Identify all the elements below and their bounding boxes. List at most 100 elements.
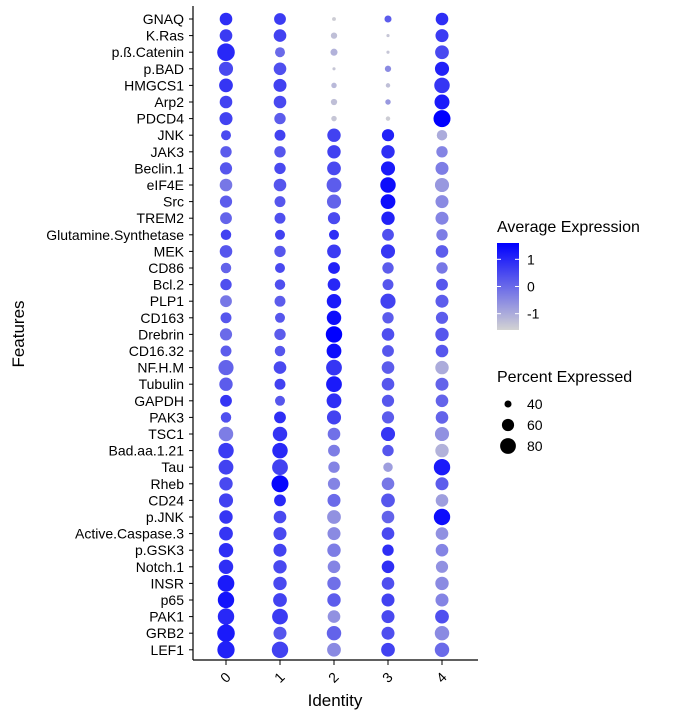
size-legend-title: Percent Expressed (497, 369, 632, 386)
dot-point (381, 361, 395, 374)
dot-point (331, 115, 337, 122)
dot-point (274, 295, 286, 307)
dot-point (220, 312, 232, 324)
dot-point (327, 527, 341, 541)
dot-point (273, 626, 287, 640)
size-legend-dot (501, 418, 515, 432)
dot-point (219, 112, 233, 126)
y-tick-label: K.Ras (146, 28, 184, 44)
dot-point (381, 527, 395, 540)
color-tick-label: -1 (527, 306, 540, 322)
dot-point (274, 212, 286, 224)
dot-point (381, 145, 395, 159)
dot-point (219, 526, 233, 541)
y-tick-label: p.BAD (144, 61, 184, 77)
dot-point (273, 527, 287, 541)
dot-point (436, 229, 448, 241)
dot-point (381, 560, 395, 574)
dot-point (217, 43, 235, 61)
dot-point (331, 82, 337, 89)
dot-point (435, 576, 449, 591)
dot-point (218, 442, 234, 459)
dot-point (274, 146, 286, 158)
dot-point (330, 98, 338, 106)
y-tick-label: CD16.32 (129, 343, 184, 359)
dot-point (382, 312, 394, 324)
dot-point (435, 477, 449, 491)
color-legend: Average Expression 1 0 -1 (497, 219, 640, 330)
dot-point (435, 45, 449, 60)
dot-point (271, 641, 289, 658)
dot-point (328, 461, 340, 473)
dot-point (386, 50, 390, 54)
dot-point (382, 279, 394, 291)
dot-point (436, 146, 448, 158)
dot-point (219, 195, 233, 208)
x-tick-label: 2 (325, 669, 342, 686)
dot-point (382, 544, 394, 556)
dot-point (326, 293, 342, 309)
y-tick-label: PDCD4 (137, 111, 185, 127)
dot-point (275, 312, 285, 323)
dot-point (273, 560, 287, 574)
dot-point (436, 262, 448, 274)
dot-point (219, 178, 233, 192)
dot-point (219, 377, 233, 391)
dot-point (274, 196, 286, 208)
size-legend: Percent Expressed 40 60 80 (497, 369, 632, 454)
dot-point (434, 61, 450, 76)
y-tick-label: Beclin.1 (134, 160, 184, 176)
dot-point (326, 194, 342, 209)
dot-point (435, 311, 449, 324)
y-tick-label: p.ß.Catenin (112, 44, 184, 60)
dot-point (435, 494, 449, 507)
dot-point (219, 328, 233, 341)
dot-point (220, 278, 232, 291)
dot-point (435, 12, 449, 26)
dot-point (272, 608, 288, 625)
dot-point (219, 29, 233, 42)
dot-point (435, 527, 449, 540)
dot-point (273, 593, 287, 607)
dot-point (273, 361, 287, 374)
dot-point (434, 177, 450, 193)
dot-point (435, 609, 449, 624)
dot-point (326, 343, 342, 359)
size-legend-dot (500, 438, 516, 454)
dot-point (434, 77, 450, 94)
dot-point (435, 245, 449, 258)
dot-point (381, 328, 395, 341)
dot-point (219, 162, 233, 175)
x-axis-title: Identity (308, 691, 363, 710)
y-tick-label: GAPDH (134, 393, 184, 409)
dot-point (273, 29, 287, 42)
dot-point (327, 642, 341, 657)
dot-point (220, 412, 232, 423)
y-tick-label: Notch.1 (136, 559, 184, 575)
dot-point (382, 444, 394, 457)
dot-point (330, 32, 338, 39)
dot-point (219, 78, 233, 93)
dot-point (275, 47, 285, 58)
dot-point (433, 508, 451, 526)
dot-point (219, 245, 233, 258)
y-tick-label: GNAQ (143, 11, 184, 27)
dot-point (274, 328, 286, 341)
dot-point (433, 459, 451, 476)
dot-point (329, 229, 339, 240)
dot-point (327, 610, 341, 623)
dot-point (435, 443, 449, 458)
dot-point (381, 477, 395, 491)
dot-point (274, 279, 286, 290)
dot-point (274, 378, 286, 390)
y-tick-label: CD86 (148, 260, 184, 276)
dot-point (435, 560, 449, 573)
dot-point (220, 345, 232, 357)
dot-point (217, 591, 235, 609)
dot-point (327, 278, 341, 291)
dot-point (435, 211, 449, 225)
dot-point (381, 129, 395, 142)
dot-point (381, 510, 395, 524)
y-tick-label: MEK (154, 243, 185, 259)
